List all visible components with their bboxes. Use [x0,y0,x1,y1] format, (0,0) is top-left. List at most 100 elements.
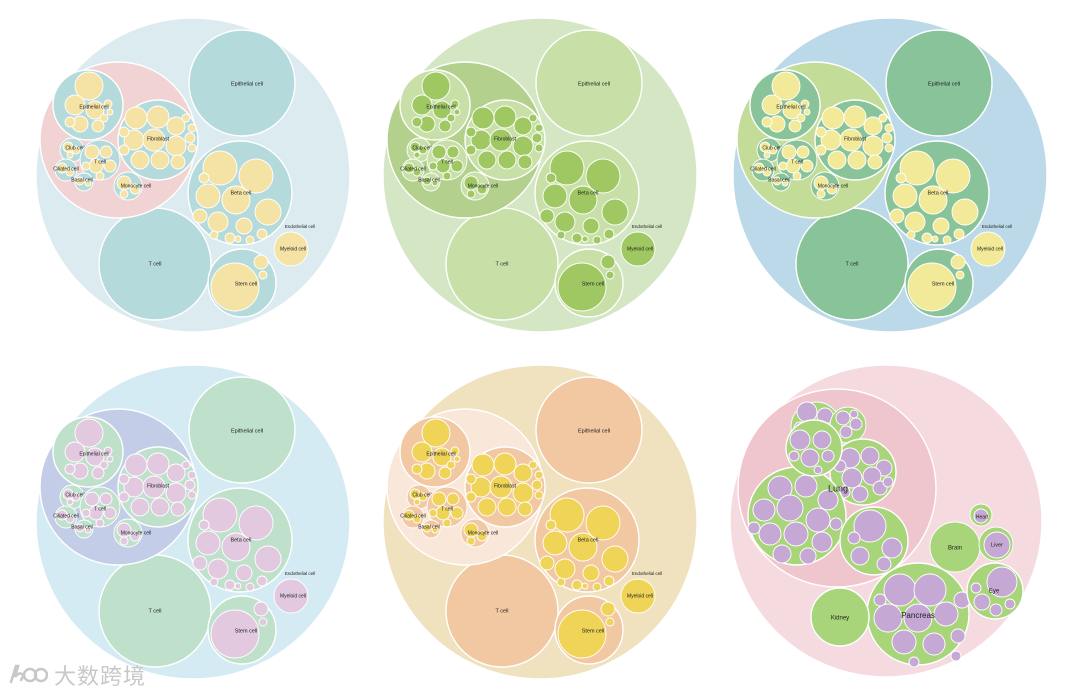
leaf-circle [983,531,1011,559]
circle-pack-panel-4: Epithelial cell T cell Epithelial cell Fibr… [35,364,351,680]
leaf-circle [224,232,236,244]
leaf-circle [103,159,117,173]
leaf-circle [150,150,170,170]
myeloid-circle [273,231,309,267]
leaf-circle [913,573,947,607]
leaf-circle [867,154,883,170]
leaf-circle [476,183,488,195]
leaf-circle [66,498,74,506]
leaf-circle [922,632,946,656]
leaf-circle [166,116,186,136]
epithelial-circle [188,29,296,137]
leaf-circle [466,189,476,199]
leaf-circle [752,498,776,522]
label-monocyte-cell: Monocyte cell [121,530,152,536]
leaf-circle [221,532,251,562]
leaf-circle [973,508,989,524]
leaf-circle [422,523,432,533]
leaf-circle [95,518,105,528]
leaf-circle [881,537,903,559]
leaf-circle [99,492,113,506]
leaf-circle [600,254,616,270]
label-t-cell: T cell [495,261,508,267]
leaf-circle [442,171,452,181]
leaf-circle [411,94,433,116]
label-fibroblast: Fibroblast [147,136,170,142]
leaf-circle [465,491,477,503]
leaf-circle [918,185,948,215]
leaf-circle [210,609,260,659]
leaf-circle [493,105,517,129]
leaf-circle [1004,598,1016,610]
leaf-circle [253,254,269,270]
leaf-circle [129,530,141,542]
label-ciliated-cell: Ciliated cell [400,166,426,172]
leaf-circle [195,530,221,556]
leaf-circle [184,479,196,491]
leaf-circle [75,176,85,186]
leaf-circle [813,465,823,475]
circle-pack-panel-5: Epithelial cell T cell Epithelial cell Fibr… [382,364,698,680]
leaf-circle [99,460,109,470]
epithelial-circle [535,29,643,137]
leaf-circle [450,506,464,520]
leaf-circle [794,474,818,498]
leaf-circle [876,556,892,572]
leaf-circle [799,547,817,565]
label-basal-cell: Basal cell [71,524,92,530]
leaf-circle [891,629,917,655]
leaf-circle [763,151,771,159]
label-monocyte-cell: Monocyte cell [468,183,499,189]
label-club-cell: Club cell [65,492,84,498]
leaf-circle [531,479,543,491]
leaf-circle [235,564,253,582]
label-t-cell-sub: T cell [791,159,803,165]
label-myeloid-cell: Myeloid cell [280,593,306,599]
leaf-circle [796,401,818,423]
leaf-circle [513,116,533,136]
leaf-circle [465,473,477,485]
label-epithelial-cell: Epithelial cell [578,428,610,434]
leaf-circle [184,132,196,144]
leaf-circle [542,530,568,556]
label-liver: Liver [991,542,1003,548]
leaf-circle [528,460,538,470]
leaf-circle [202,497,238,533]
leaf-circle [253,601,269,617]
leaf-circle [803,108,811,116]
leaf-circle [181,113,191,123]
label-epithelial-sub: Epithelial cell [426,451,455,457]
label-myeloid-cell: Myeloid cell [627,246,653,252]
leaf-circle [477,497,497,517]
watermark-text: 大数跨境 [54,665,147,690]
leaf-circle [198,519,210,531]
label-stem-cell: Stem cell [235,281,258,287]
leaf-circle [465,126,477,138]
leaf-circle [431,179,439,187]
leaf-circle [571,232,583,244]
label-pancreas: Pancreas [901,611,935,620]
leaf-circle [517,501,533,517]
label-ciliated-cell: Ciliated cell [750,166,776,172]
leaf-circle [950,628,966,644]
leaf-circle [545,172,557,184]
leaf-circle [753,162,765,174]
leaf-circle [258,270,268,280]
leaf-circle [973,593,991,611]
leaf-circle [881,132,893,144]
leaf-circle [124,106,148,130]
leaf-circle [534,470,544,480]
leaf-circle [534,123,544,133]
leaf-circle [421,418,451,448]
label-endothelial-cell: Endothelial cell [285,571,315,576]
leaf-circle [863,116,883,136]
leaf-circle [906,230,916,240]
leaf-circle [66,151,74,159]
label-basal-cell: Basal cell [418,524,439,530]
leaf-circle [805,507,831,533]
leaf-circle [605,617,615,627]
leaf-circle [118,473,130,485]
leaf-circle [118,144,130,156]
leaf-circle [71,492,81,502]
leaf-circle [556,230,566,240]
